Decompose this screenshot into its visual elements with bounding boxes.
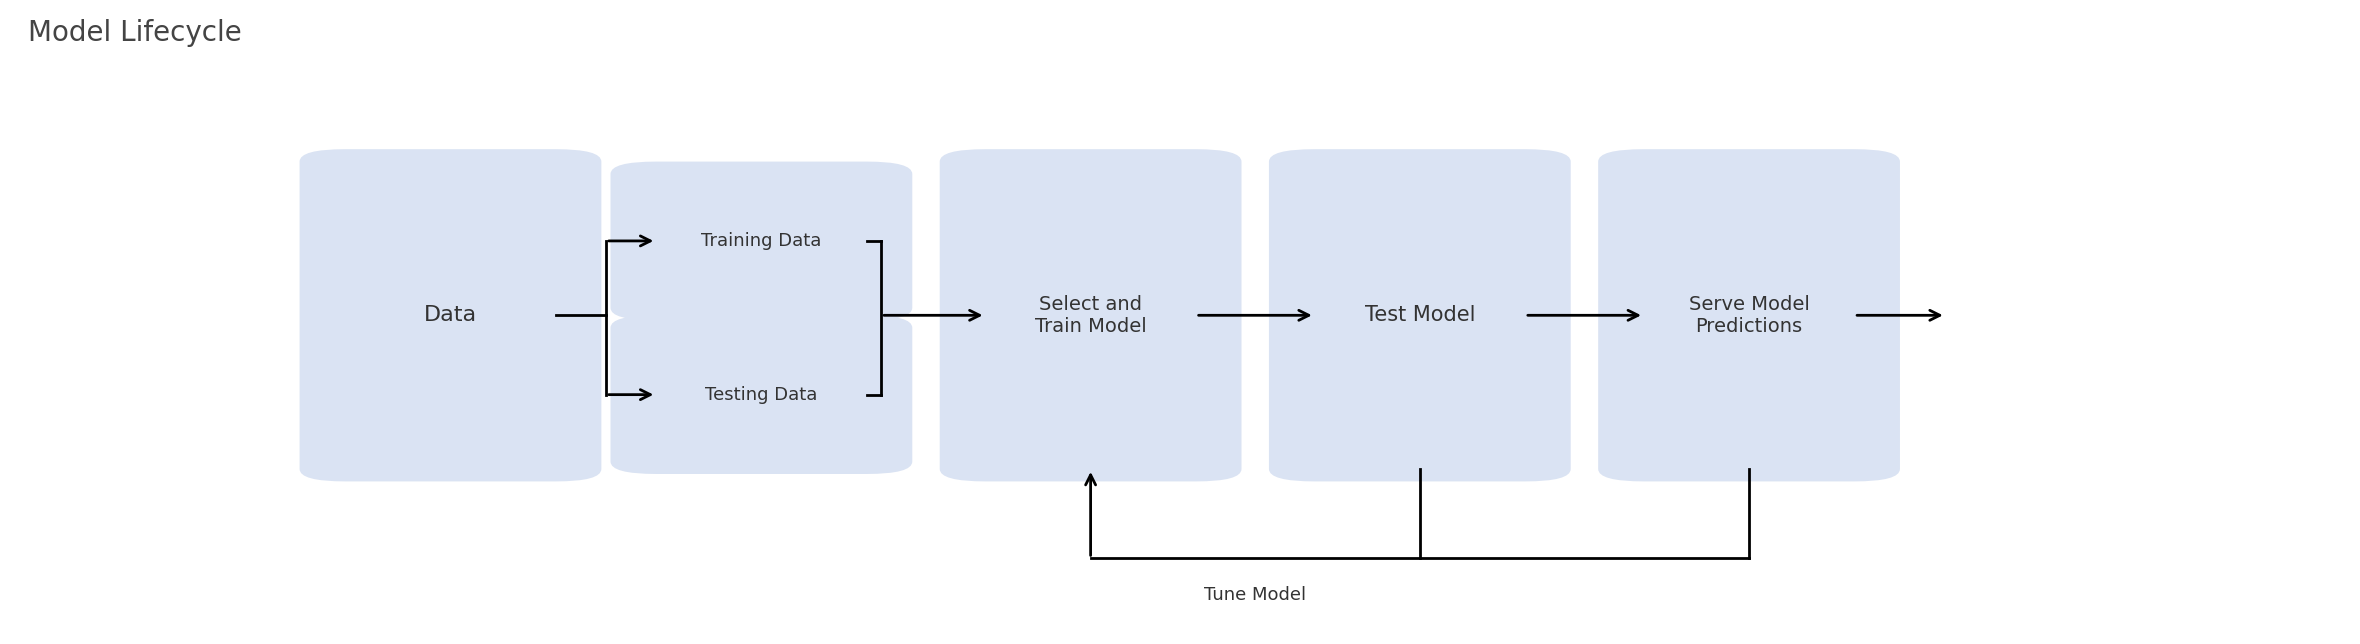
Text: Select and
Train Model: Select and Train Model xyxy=(1034,295,1147,336)
FancyBboxPatch shape xyxy=(939,149,1241,482)
FancyBboxPatch shape xyxy=(611,162,913,320)
FancyBboxPatch shape xyxy=(300,149,602,482)
Text: Tune Model: Tune Model xyxy=(1204,585,1307,603)
Text: Data: Data xyxy=(425,305,477,325)
FancyBboxPatch shape xyxy=(1598,149,1900,482)
Text: Serve Model
Predictions: Serve Model Predictions xyxy=(1690,295,1810,336)
FancyBboxPatch shape xyxy=(611,316,913,474)
Text: Test Model: Test Model xyxy=(1364,305,1475,325)
FancyBboxPatch shape xyxy=(1270,149,1572,482)
Text: Testing Data: Testing Data xyxy=(706,386,817,404)
Text: Model Lifecycle: Model Lifecycle xyxy=(28,19,243,47)
Text: Training Data: Training Data xyxy=(701,232,821,250)
